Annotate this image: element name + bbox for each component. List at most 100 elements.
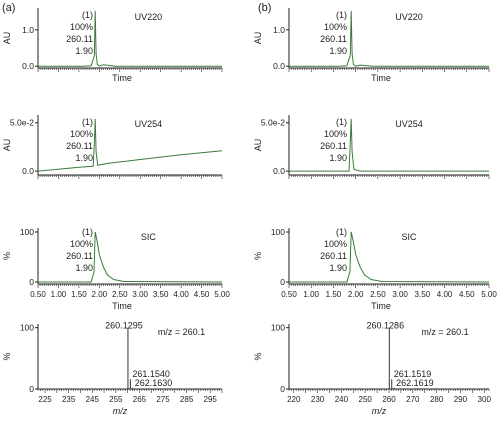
peak-annotation-line: (1) [336, 227, 347, 237]
peak-annotation-line: 260.11 [320, 251, 347, 261]
y-tick-label: 0.0 [273, 61, 285, 71]
x-tick-label: 0.50 [281, 290, 297, 299]
y-axis-label: % [253, 252, 263, 260]
x-tick-label: 5.00 [481, 290, 497, 299]
chart-b-uv220: 0.0 1.0 AU UV220 Time (1) 100% 260.11 1.90 [253, 8, 490, 83]
chart-a-uv220: 0.0 1.0 AU UV220 Time (1) 100% 260.11 1.90 [2, 8, 223, 83]
peak-annotation-line: 1.90 [75, 263, 93, 273]
x-tick-label: 275 [156, 395, 170, 404]
x-tick-label: 2.00 [348, 290, 364, 299]
peak-annotation-line: 1.90 [329, 46, 347, 56]
peak-label: 260.1295 [105, 321, 143, 331]
x-tick-label: 3.00 [392, 290, 408, 299]
x-tick-label: 1.00 [51, 290, 67, 299]
x-tick-label: 270 [406, 395, 420, 404]
y-axis-label: % [253, 352, 263, 360]
peak-annotation-line: (1) [82, 227, 93, 237]
y-axis-label: AU [2, 32, 12, 45]
y-tick-label: 0.0 [22, 61, 34, 71]
chart-title: UV254 [135, 119, 163, 129]
x-tick-label: 260 [382, 395, 396, 404]
x-tick-label: 0.50 [30, 290, 46, 299]
series-line [38, 10, 222, 67]
x-tick-label: 4.00 [173, 290, 189, 299]
y-tick-label: 0 [280, 277, 285, 287]
peak-annotation-line: (1) [336, 117, 347, 127]
peak-annotation-line: 1.90 [329, 153, 347, 163]
peak-label: 260.1286 [367, 321, 405, 331]
peak-label: 261.1519 [394, 369, 432, 379]
chart-title: UV220 [395, 12, 423, 22]
x-tick-label: 295 [204, 395, 218, 404]
x-tick-label: 4.50 [459, 290, 475, 299]
panel-label-b: (b) [258, 2, 271, 14]
peak-annotation-line: 260.11 [320, 141, 347, 151]
peak-annotation-line: 1.90 [75, 46, 93, 56]
x-axis-label: Time [371, 73, 391, 83]
x-tick-label: 300 [478, 395, 492, 404]
y-axis-label: AU [2, 139, 12, 152]
series-line [38, 231, 223, 283]
series-line [37, 118, 223, 172]
x-tick-label: 3.50 [153, 290, 169, 299]
x-tick-label: 245 [86, 395, 100, 404]
peak-annotation-line: 100% [324, 129, 347, 139]
y-tick-label: 0 [29, 384, 34, 394]
x-tick-label: 4.00 [437, 290, 453, 299]
peak-annotation-line: (1) [82, 117, 93, 127]
x-tick-label: 255 [109, 395, 123, 404]
peak-label: 261.1540 [132, 369, 170, 379]
x-tick-label: 265 [133, 395, 147, 404]
chart-title: m/z = 260.1 [421, 327, 468, 337]
y-axis-label: % [2, 352, 12, 360]
x-tick-label: 2.50 [112, 290, 128, 299]
x-tick-label: 285 [180, 395, 194, 404]
x-tick-label: 250 [359, 395, 373, 404]
x-tick-label: 2.00 [92, 290, 108, 299]
plots: 0.0 1.0 AU UV220 Time (1) 100% 260.11 1.90 0.0 5.0… [2, 8, 497, 416]
y-tick-label: 0.0 [22, 166, 34, 176]
y-tick-label: 100 [271, 323, 285, 333]
panel-label-a: (a) [2, 2, 15, 14]
peak-annotation-line: 260.11 [66, 251, 93, 261]
y-tick-label: 0.0 [273, 166, 285, 176]
x-axis-label: m/z [113, 406, 128, 416]
x-tick-label: 1.00 [303, 290, 319, 299]
x-tick-label: 3.50 [415, 290, 431, 299]
chart-title: SIC [141, 232, 157, 242]
chart-b-uv254: 0.0 5.0e-2 AU UV254 (1) 100% 260.11 1.90 [253, 115, 490, 179]
chart-title: UV254 [395, 119, 423, 129]
peak-annotation-line: (1) [82, 10, 93, 20]
x-tick-label: 3.00 [132, 290, 148, 299]
x-tick-label: 290 [454, 395, 468, 404]
y-axis-label: AU [253, 32, 263, 45]
series-line [289, 231, 490, 283]
series-line [289, 10, 489, 67]
y-axis-label: % [2, 252, 12, 260]
x-tick-label: 280 [430, 395, 444, 404]
peak-annotation-line: (1) [336, 10, 347, 20]
x-axis-label: m/z [372, 406, 387, 416]
chart-a-ms: 0 100% 225 235 245 255 265 275 285 295 260.1295 261… [2, 321, 223, 416]
peak-annotation-line: 100% [70, 129, 93, 139]
chart-b-ms: 0 100% 220 230 240 250 260 270 280 290 300 260.1286… [253, 321, 491, 416]
peak-annotation-line: 260.11 [320, 34, 347, 44]
peak-label: 262.1630 [135, 378, 173, 388]
x-tick-label: 235 [62, 395, 76, 404]
x-tick-label: 230 [311, 395, 325, 404]
y-tick-label: 0 [280, 384, 285, 394]
series-line [289, 118, 489, 172]
x-tick-label: 4.50 [194, 290, 210, 299]
y-tick-label: 100 [271, 227, 285, 237]
y-tick-label: 5.0e-2 [10, 118, 34, 128]
y-tick-label: 0 [29, 277, 34, 287]
x-axis-label: Time [112, 301, 132, 311]
peak-annotation-line: 1.90 [75, 153, 93, 163]
x-tick-label: 240 [335, 395, 349, 404]
peak-annotation-line: 100% [70, 22, 93, 32]
x-tick-label: 1.50 [71, 290, 87, 299]
peak-annotation-line: 260.11 [66, 141, 93, 151]
peak-annotation-line: 100% [324, 239, 347, 249]
peak-annotation-line: 260.11 [66, 34, 93, 44]
chart-title: UV220 [135, 12, 163, 22]
